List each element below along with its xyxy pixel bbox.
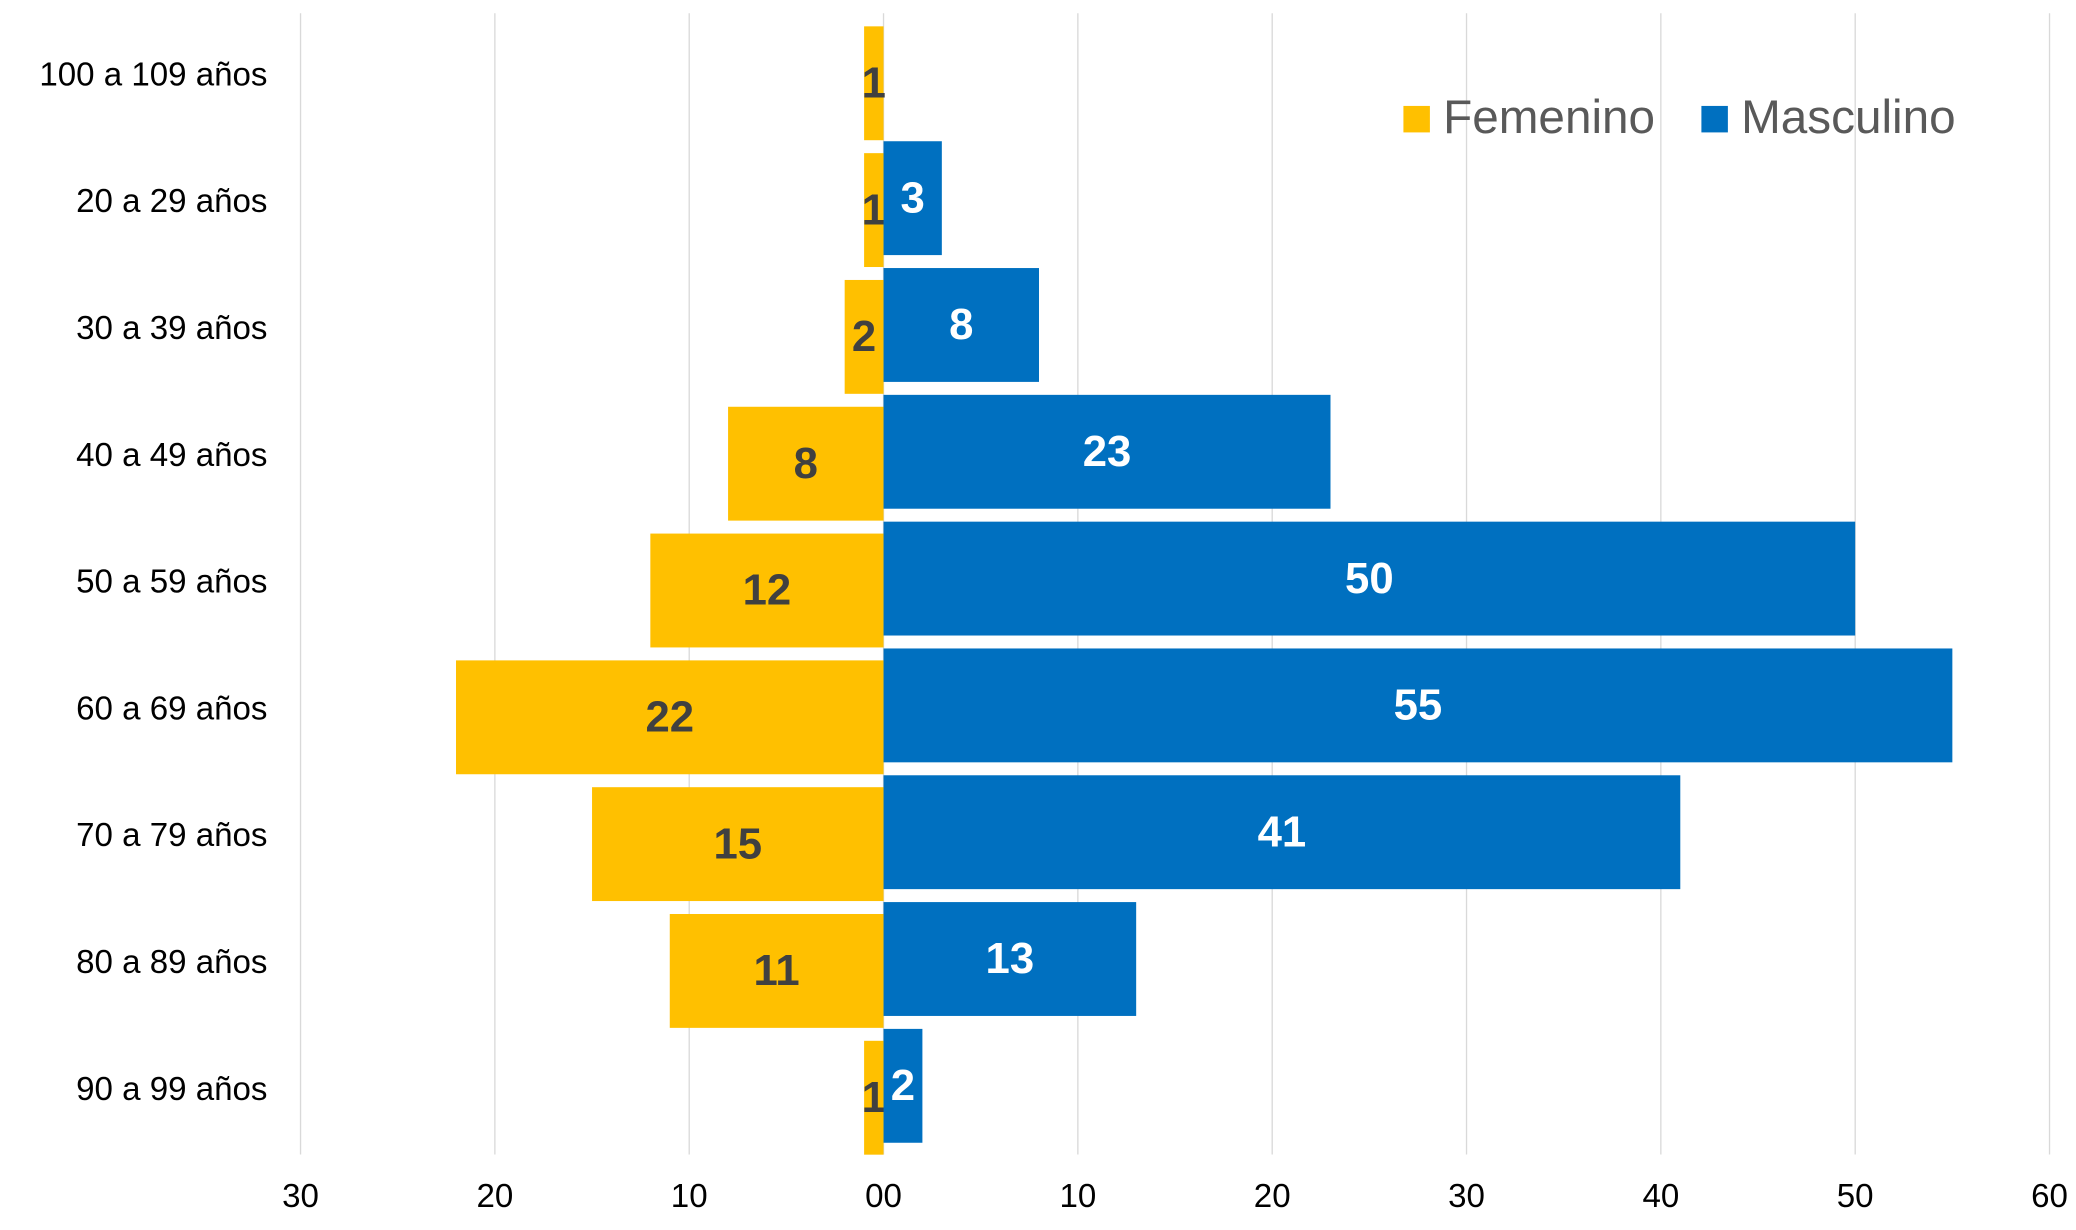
legend-swatch	[1701, 105, 1728, 133]
data-label: 1	[862, 185, 886, 234]
y-tick-label: 60 a 69 años	[76, 690, 267, 727]
legend-swatch	[1403, 105, 1430, 133]
data-label: 2	[852, 312, 876, 361]
bar	[728, 406, 884, 521]
y-tick-label: 50 a 59 años	[76, 564, 267, 601]
bar	[883, 394, 1331, 509]
bar	[864, 1040, 884, 1155]
bar	[456, 660, 884, 775]
data-label: 11	[754, 946, 800, 995]
bar	[883, 141, 942, 256]
data-label: 23	[1083, 427, 1132, 476]
bar	[883, 902, 1137, 1016]
data-label: 3	[901, 173, 925, 222]
data-label: 55	[1394, 681, 1443, 730]
data-label: 50	[1345, 554, 1394, 603]
data-label: 8	[949, 300, 973, 349]
data-label: 12	[743, 566, 792, 615]
bar	[883, 268, 1040, 382]
x-tick-label: 50	[1837, 1178, 1874, 1215]
bar	[864, 26, 884, 141]
x-tick-label: 30	[1448, 1178, 1485, 1215]
data-label: 22	[645, 693, 694, 742]
bar	[864, 153, 884, 268]
y-tick-label: 90 a 99 años	[76, 1071, 267, 1108]
x-tick-label: 10	[671, 1178, 708, 1215]
y-tick-label: 100 a 109 años	[39, 56, 267, 93]
bar	[883, 775, 1681, 890]
x-tick-label: 00	[865, 1178, 902, 1215]
data-label: 2	[891, 1061, 915, 1110]
y-tick-label: 20 a 29 años	[76, 183, 267, 220]
bar	[844, 279, 884, 394]
data-label: 1	[862, 1073, 886, 1122]
x-tick-label: 40	[1642, 1178, 1679, 1215]
data-label: 1	[862, 58, 886, 107]
y-tick-label: 30 a 39 años	[76, 310, 267, 347]
data-label: 41	[1258, 807, 1307, 856]
y-tick-label: 40 a 49 años	[76, 437, 267, 474]
data-label: 13	[986, 934, 1035, 983]
bar	[669, 913, 884, 1028]
x-tick-label: 20	[476, 1178, 513, 1215]
data-label: 15	[713, 819, 762, 868]
legend-label: Masculino	[1741, 91, 1956, 144]
bar	[883, 521, 1856, 636]
y-tick-label: 70 a 79 años	[76, 817, 267, 854]
bar	[592, 787, 884, 902]
bar	[883, 648, 1953, 763]
x-tick-label: 10	[1059, 1178, 1096, 1215]
x-tick-label: 60	[2031, 1178, 2068, 1215]
bar	[650, 533, 884, 648]
legend-label: Femenino	[1443, 91, 1655, 144]
x-tick-label: 30	[282, 1178, 319, 1215]
x-tick-label: 20	[1254, 1178, 1291, 1215]
data-label: 8	[794, 439, 818, 488]
bar	[883, 1028, 923, 1143]
y-tick-label: 80 a 89 años	[76, 944, 267, 981]
